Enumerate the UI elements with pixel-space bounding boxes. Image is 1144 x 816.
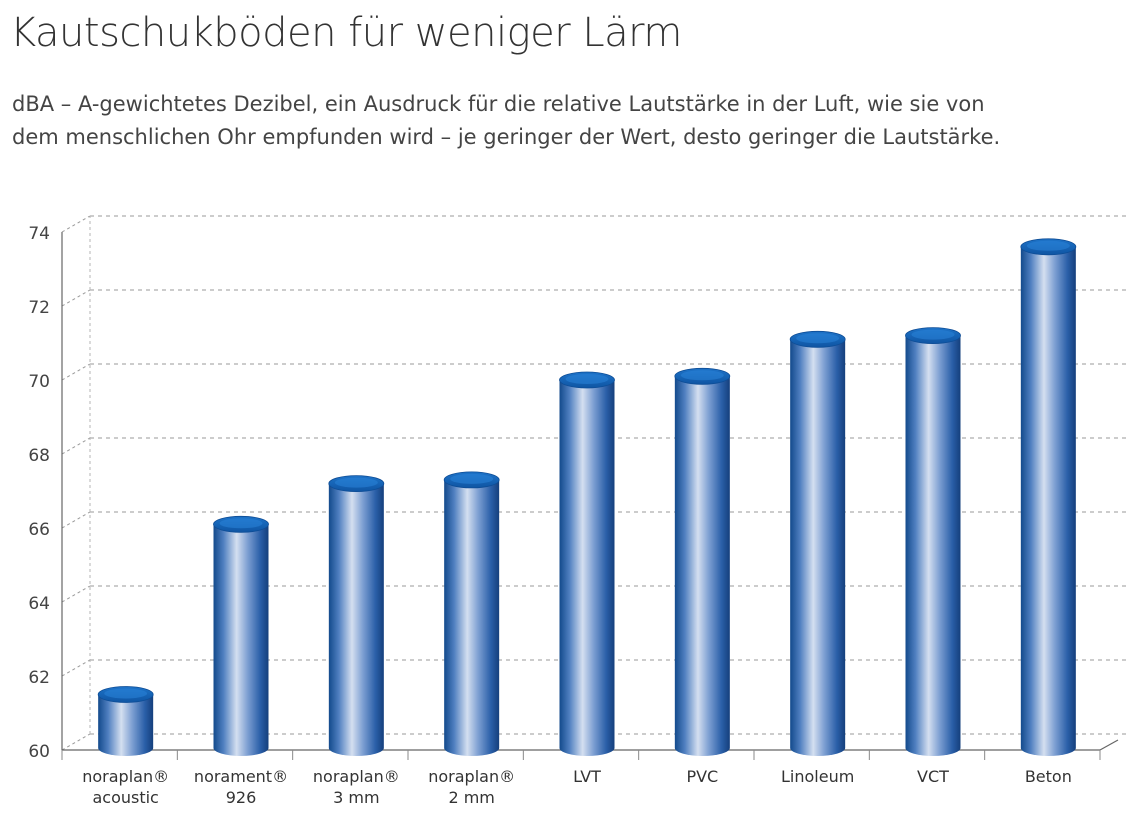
y-tick-label: 64 xyxy=(28,594,50,614)
bar-body xyxy=(328,483,384,756)
bar-body xyxy=(790,339,846,756)
x-tick-label: Beton xyxy=(1025,767,1072,786)
bar-body xyxy=(905,335,961,756)
bar-top-highlight xyxy=(565,374,609,384)
bar-top-highlight xyxy=(680,370,724,381)
grid-diagonal xyxy=(61,215,91,233)
y-tick-label: 62 xyxy=(28,668,50,688)
subtitle-line-2: dem menschlichen Ohr empfunden wird – je… xyxy=(12,125,1001,149)
bar xyxy=(789,330,846,756)
x-tick-label: noraplan® xyxy=(82,767,169,786)
bar xyxy=(559,371,615,756)
x-tick-label: acoustic xyxy=(92,788,158,807)
x-tick-label: 2 mm xyxy=(448,788,494,807)
grid-diagonal xyxy=(61,585,91,603)
bar-body xyxy=(674,376,730,756)
subtitle-line-1: dBA – A-gewichtetes Dezibel, ein Ausdruc… xyxy=(12,92,985,116)
x-tick-label: VCT xyxy=(917,767,949,786)
y-tick-label: 60 xyxy=(28,742,50,762)
x-tick-label: noraplan® xyxy=(428,767,515,786)
bar xyxy=(213,515,269,756)
x-tick-label: noraplan® xyxy=(313,767,400,786)
label-layer: 60 62 64 66 68 70 72 74 noraplan® acoustic noramen… xyxy=(28,224,1071,807)
bar xyxy=(97,686,154,756)
bar-body xyxy=(98,694,154,756)
bar xyxy=(443,471,500,756)
bar-top-highlight xyxy=(334,477,378,488)
y-tick-label: 74 xyxy=(28,224,50,244)
bar-body xyxy=(559,380,615,756)
x-tick-label: LVT xyxy=(573,767,601,786)
x-tick-label: 926 xyxy=(226,788,257,807)
bar-top-highlight xyxy=(796,333,840,344)
x-tick-label: norament® xyxy=(194,767,288,786)
bar-body xyxy=(1020,246,1076,757)
bar-top-highlight xyxy=(911,329,955,340)
grid-diagonal xyxy=(61,733,91,751)
bar-top-highlight xyxy=(219,518,263,529)
bar xyxy=(905,327,961,756)
x-tick-label: 3 mm xyxy=(333,788,379,807)
bar xyxy=(674,367,731,756)
bar-top-highlight xyxy=(104,688,148,699)
bar-body xyxy=(444,479,500,756)
chart-subtitle: dBA – A-gewichtetes Dezibel, ein Ausdruc… xyxy=(12,88,1112,154)
bar-body xyxy=(213,524,269,756)
y-tick-label: 66 xyxy=(28,520,50,540)
x-tick-label: PVC xyxy=(686,767,718,786)
grid-diagonal xyxy=(61,511,91,529)
grid-diagonal xyxy=(61,363,91,381)
bar-layer xyxy=(97,238,1077,757)
y-tick-label: 70 xyxy=(28,372,50,392)
bar-top-highlight xyxy=(450,473,494,484)
x-tick-label: Linoleum xyxy=(781,767,854,786)
bar-top-highlight xyxy=(1026,240,1070,251)
chart-title: Kautschukböden für weniger Lärm xyxy=(10,10,682,56)
bar xyxy=(328,475,385,756)
x-axis-depth-edge xyxy=(1099,739,1119,751)
y-tick-label: 72 xyxy=(28,298,50,318)
grid-diagonal xyxy=(61,289,91,307)
grid-diagonal xyxy=(61,659,91,677)
grid-diagonal xyxy=(61,437,91,455)
bar xyxy=(1020,238,1077,757)
y-tick-label: 68 xyxy=(28,446,50,466)
